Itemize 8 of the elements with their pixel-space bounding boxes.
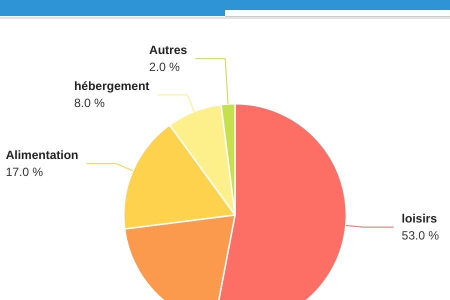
slice-label: hébergement: [74, 79, 150, 94]
data-label: 17.0 %: [6, 164, 44, 179]
slice-label: loisirs: [402, 211, 438, 226]
data-label: 53.0 %: [402, 228, 440, 242]
data-label: 2.0 %: [149, 60, 180, 74]
slice-label: Alimentation: [6, 148, 78, 162]
slice-label: Autres: [149, 42, 188, 57]
data-label: 8.0 %: [74, 96, 106, 110]
